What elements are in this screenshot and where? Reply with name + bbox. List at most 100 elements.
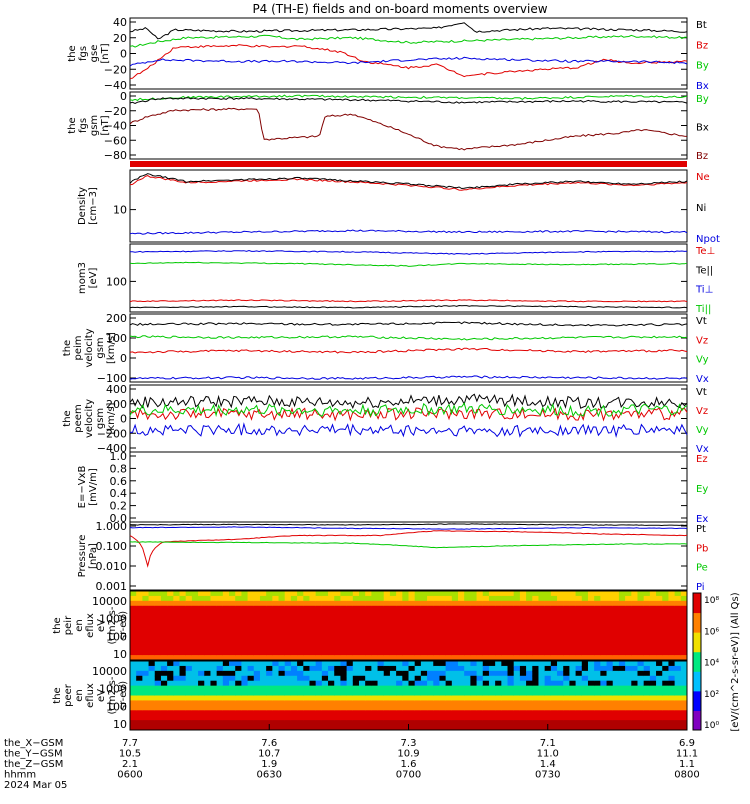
heatmap-cell: [334, 600, 341, 607]
heatmap-cell: [488, 655, 496, 661]
heatmap-cell: [247, 605, 255, 612]
heatmap-cell: [321, 720, 329, 726]
heatmap-cell: [278, 710, 286, 716]
heatmap-cell: [266, 670, 273, 677]
heatmap-cell: [334, 665, 341, 672]
heatmap-cell: [476, 675, 484, 682]
heatmap-cell: [538, 685, 546, 692]
heatmap-cell: [235, 690, 242, 696]
heatmap-cell: [284, 645, 292, 651]
panel-frame: [129, 590, 688, 661]
heatmap-cell: [358, 661, 366, 667]
heatmap-cell: [557, 625, 564, 631]
heatmap-cell: [204, 640, 211, 646]
heatmap-cell: [352, 661, 360, 667]
heatmap-cell: [532, 640, 539, 646]
heatmap-cell: [550, 650, 558, 656]
heatmap-cell: [253, 630, 261, 636]
heatmap-cell: [377, 661, 385, 667]
heatmap-cell: [358, 710, 366, 716]
heatmap-cell: [519, 610, 527, 617]
heatmap-cell: [136, 635, 143, 641]
heatmap-cell: [259, 640, 267, 646]
heatmap-cell: [594, 675, 601, 682]
heatmap-cell: [216, 661, 224, 667]
heatmap-cell: [365, 680, 372, 687]
heatmap-cell: [612, 600, 620, 607]
heatmap-cell: [526, 690, 533, 696]
heatmap-cell: [433, 690, 440, 696]
heatmap-cell: [662, 605, 669, 612]
heatmap-cell: [488, 705, 496, 711]
heatmap-cell: [377, 675, 385, 682]
heatmap-cell: [358, 645, 366, 651]
heatmap-cell: [334, 591, 341, 597]
heatmap-cell: [526, 615, 533, 622]
heatmap-cell: [352, 670, 360, 677]
heatmap-cell: [266, 620, 273, 626]
heatmap-cell: [266, 715, 273, 721]
heatmap-cell: [532, 600, 539, 607]
heatmap-cell: [482, 650, 490, 656]
heatmap-cell: [557, 615, 564, 622]
heatmap-cell: [408, 715, 416, 721]
heatmap-cell: [476, 640, 484, 646]
heatmap-cell: [216, 605, 224, 612]
heatmap-cell: [668, 620, 676, 626]
heatmap-cell: [451, 630, 459, 636]
heatmap-cell: [222, 600, 230, 607]
heatmap-cell: [445, 650, 453, 656]
legend-label: Bt: [696, 20, 707, 31]
heatmap-cell: [680, 661, 688, 667]
heatmap-cell: [389, 715, 397, 721]
heatmap-cell: [637, 615, 645, 622]
heatmap-cell: [414, 635, 422, 641]
heatmap-cell: [334, 605, 341, 612]
heatmap-cell: [371, 595, 379, 602]
heatmap-cell: [482, 605, 490, 612]
heatmap-cell: [154, 705, 162, 711]
heatmap-cell: [464, 665, 471, 672]
heatmap-cell: [142, 615, 150, 622]
heatmap-cell: [191, 685, 199, 692]
heatmap-cell: [297, 645, 304, 651]
heatmap-cell: [179, 690, 187, 696]
heatmap-cell: [154, 655, 162, 661]
heatmap-cell: [587, 605, 595, 612]
heatmap-cell: [142, 635, 150, 641]
heatmap-cell: [328, 591, 335, 597]
heatmap-cell: [377, 715, 385, 721]
heatmap-cell: [402, 605, 409, 612]
heatmap-cell: [136, 591, 143, 597]
heatmap-cell: [241, 655, 249, 661]
heatmap-cell: [204, 620, 211, 626]
heatmap-cell: [216, 591, 224, 597]
heatmap-cell: [476, 595, 484, 602]
heatmap-cell: [191, 670, 199, 677]
heatmap-cell: [297, 695, 304, 701]
heatmap-cell: [649, 630, 657, 636]
heatmap-cell: [358, 625, 366, 631]
heatmap-cell: [680, 690, 688, 696]
heatmap-cell: [445, 595, 453, 602]
heatmap-cell: [315, 665, 323, 672]
heatmap-cell: [247, 705, 255, 711]
heatmap-cell: [352, 610, 360, 617]
heatmap-cell: [259, 620, 267, 626]
heatmap-cell: [346, 600, 354, 607]
heatmap-cell: [383, 675, 391, 682]
heatmap-cell: [321, 695, 329, 701]
heatmap-cell: [185, 680, 193, 687]
heatmap-cell: [235, 685, 242, 692]
heatmap-cell: [581, 710, 589, 716]
heatmap-cell: [290, 675, 298, 682]
heatmap-cell: [575, 690, 583, 696]
heatmap-cell: [229, 670, 236, 677]
heatmap-cell: [643, 615, 651, 622]
heatmap-cell: [402, 665, 409, 672]
heatmap-cell: [581, 620, 589, 626]
heatmap-cell: [427, 695, 434, 701]
heatmap-cell: [507, 661, 515, 667]
heatmap-cell: [309, 610, 317, 617]
heatmap-cell: [625, 605, 632, 612]
